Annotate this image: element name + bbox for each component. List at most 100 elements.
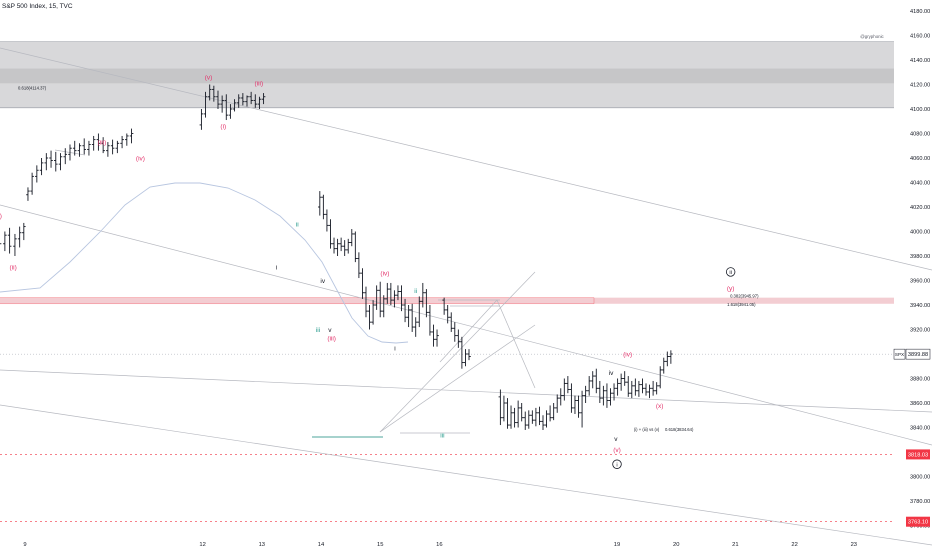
projection-down [496, 299, 536, 389]
wave-label: i) [0, 213, 2, 220]
x-tick-label: 14 [318, 542, 325, 548]
fib-label: (i) + (iii) vs (v) [634, 427, 660, 432]
y-tick-label: 3860.00 [910, 401, 930, 407]
ohlc-bars-layer [0, 84, 673, 430]
ohlc-bar [403, 298, 407, 323]
ohlc-bar [216, 90, 220, 109]
price-badge-text: 3763.10 [908, 520, 928, 526]
ohlc-bar [232, 99, 237, 112]
y-tick-label: 3940.00 [910, 303, 930, 309]
ohlc-bar [392, 290, 397, 308]
ohlc-bar [207, 84, 212, 101]
wave-label: iii [316, 327, 320, 334]
ohlc-bar [106, 142, 110, 157]
ohlc-bar [220, 95, 224, 113]
wave-label: ii [414, 288, 417, 295]
ohlc-bar [63, 148, 68, 165]
ohlc-bar [342, 240, 347, 256]
ohlc-bar [601, 385, 606, 406]
trendlines-layer [0, 47, 932, 546]
ohlc-bar [17, 226, 22, 248]
ohlc-bar [661, 357, 666, 374]
ohlc-bar [224, 94, 229, 121]
ohlc-bar [96, 133, 101, 151]
ohlc-bar [640, 378, 645, 394]
ohlc-bar [605, 383, 609, 408]
ohlc-bar [541, 415, 545, 430]
circled-wave-label: i [616, 462, 617, 468]
ohlc-bar [410, 303, 414, 332]
axes-layer: 4180.00 4160.00 4140.00 4120.00 4100.00 4080.… [23, 9, 931, 548]
ohlc-bar [39, 158, 44, 176]
ohlc-bar [644, 383, 648, 396]
ohlc-bar [435, 329, 439, 347]
wave-label: (iv) [136, 155, 145, 162]
x-tick-label: 13 [259, 542, 265, 548]
price-badge [906, 516, 930, 527]
ohlc-bar [13, 233, 17, 256]
last-price-badge [905, 348, 931, 360]
channel-lower [0, 404, 932, 546]
ohlc-bar [261, 93, 266, 105]
ohlc-bar [199, 109, 204, 130]
wave-label: (iv) [380, 271, 389, 278]
wave-label: (i) [220, 124, 226, 131]
ohlc-bar [562, 378, 567, 401]
ohlc-bar [442, 297, 446, 315]
ohlc-bar [619, 373, 623, 391]
price-badge-text: 3899.88 [908, 352, 928, 358]
ohlc-bar [22, 222, 26, 241]
price-badge-text: 3818.03 [908, 452, 928, 458]
ohlc-bar [580, 390, 584, 428]
pink-zone [0, 297, 894, 304]
x-tick-label: 15 [377, 542, 383, 548]
ohlc-bar [523, 411, 528, 430]
ohlc-bar [77, 143, 82, 157]
wave-label: (iv) [623, 351, 632, 358]
ohlc-bar [335, 238, 340, 256]
ohlc-bar [249, 91, 253, 105]
y-tick-label: 3780.00 [910, 499, 930, 505]
ohlc-bar [519, 403, 524, 422]
ohlc-bar [371, 300, 375, 325]
ohlc-bar [505, 398, 510, 429]
ohlc-bar [87, 140, 91, 156]
ohlc-bar [7, 227, 12, 254]
ohlc-bar [125, 133, 129, 146]
ohlc-bar [587, 376, 591, 396]
y-tick-label: 3980.00 [910, 254, 930, 260]
rising-line-b [379, 324, 536, 433]
y-tick-label: 4020.00 [910, 205, 930, 211]
fib-label: 0.618(4114.37) [18, 85, 47, 90]
wave-label: iv [609, 370, 614, 377]
x-tick-label: 20 [673, 542, 679, 548]
ohlc-bar [449, 312, 454, 332]
ohlc-bar [360, 268, 365, 299]
circled-wave-label: ii [729, 270, 732, 276]
x-tick-label: 21 [732, 542, 738, 548]
moving-average-line [0, 182, 409, 344]
ohlc-bar [509, 405, 513, 429]
ohlc-bar [3, 231, 7, 252]
ohlc-bar [115, 140, 120, 154]
ohlc-bar [58, 153, 63, 171]
wave-label: iv [320, 278, 325, 285]
ohlc-bar [647, 384, 652, 399]
y-tick-label: 3800.00 [910, 475, 930, 481]
ohlc-bar [576, 395, 581, 418]
ohlc-bar [612, 383, 616, 401]
y-tick-label: 4080.00 [910, 132, 930, 138]
ohlc-bar [467, 349, 471, 361]
ohlc-bar [236, 94, 241, 108]
ohlc-bar [569, 383, 574, 413]
ohlc-bar [654, 382, 659, 395]
ohlc-bar [456, 329, 461, 348]
ohlc-bar [421, 282, 425, 308]
x-tick-label: 12 [199, 542, 205, 548]
wave-labels-layer: (v)(iii)(i)(iii)(iv)i)(ii)iii(iv)iviiiii… [0, 34, 885, 469]
zones-layer [0, 41, 894, 305]
y-tick-label: 4120.00 [910, 83, 930, 89]
ohlc-bar [26, 187, 30, 201]
ohlc-bar [30, 172, 34, 195]
